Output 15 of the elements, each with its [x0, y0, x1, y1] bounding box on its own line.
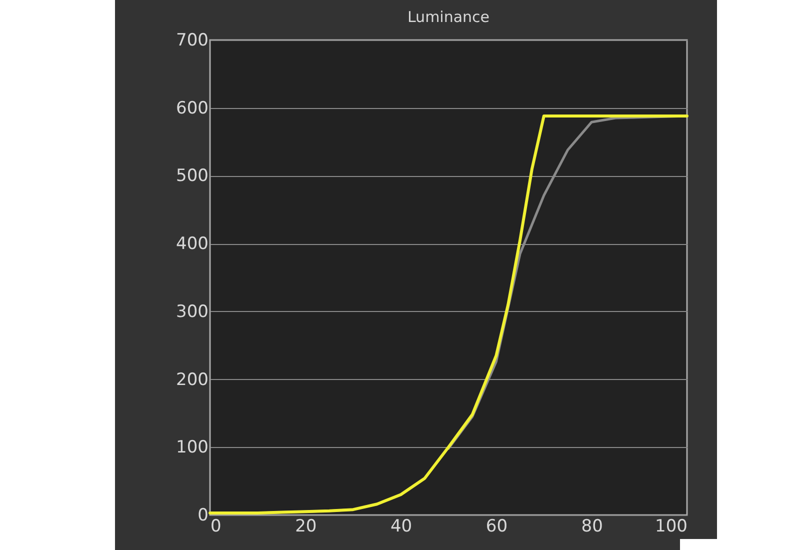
y-tick-label: 600 — [176, 98, 208, 118]
y-tick-label: 400 — [176, 234, 208, 254]
x-tick-label: 60 — [486, 516, 508, 536]
chart-title: Luminance — [407, 8, 490, 26]
line-series — [208, 114, 688, 514]
x-tick-label: 0 — [210, 516, 222, 536]
y-tick-label: 500 — [176, 166, 208, 186]
y-tick-label: 300 — [176, 302, 208, 322]
x-tick-label: 40 — [390, 516, 412, 536]
x-tick-label: 100 — [655, 516, 688, 536]
y-tick-label: 700 — [176, 30, 208, 50]
x-tick-label: 20 — [295, 516, 317, 536]
y-tick-label: 100 — [176, 438, 208, 458]
y-tick-label: 200 — [176, 370, 208, 390]
x-tick-label: 80 — [581, 516, 603, 536]
